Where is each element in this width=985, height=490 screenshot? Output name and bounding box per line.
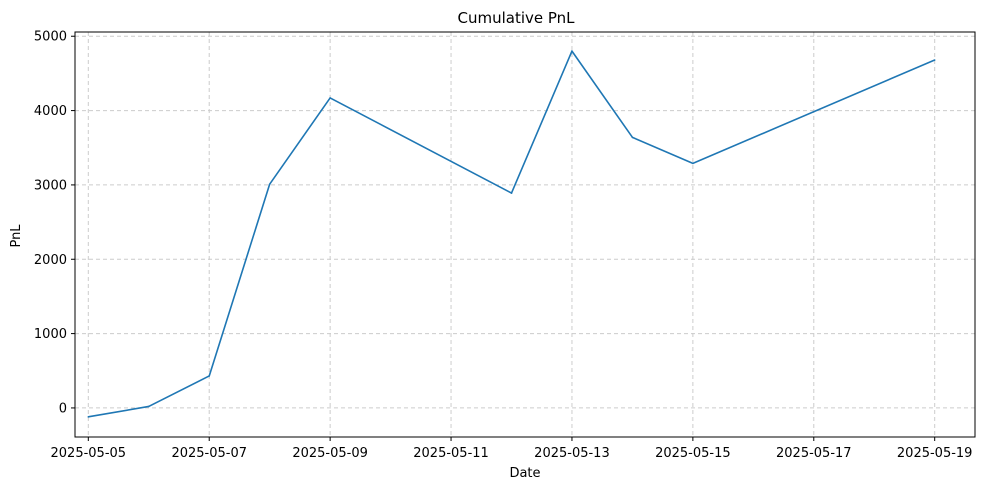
x-tick-label: 2025-05-17	[776, 446, 852, 461]
data-point	[208, 375, 211, 377]
data-point	[933, 59, 936, 61]
x-tick-label: 2025-05-09	[292, 446, 368, 461]
y-axis-label: PnL	[9, 224, 24, 248]
plot-frame	[74, 31, 976, 438]
x-tick-label: 2025-05-13	[534, 446, 610, 461]
x-tick-label: 2025-05-11	[413, 446, 489, 461]
series-group	[87, 50, 936, 418]
data-point	[87, 416, 90, 418]
x-tick-label: 2025-05-07	[171, 446, 247, 461]
x-axis-ticks: 2025-05-05 2025-05-07 2025-05-09 2025-05-11…	[51, 437, 973, 461]
x-tick-label: 2025-05-05	[51, 446, 127, 461]
y-tick-label: 1000	[34, 327, 67, 342]
x-tick-label: 2025-05-15	[655, 446, 731, 461]
data-point	[631, 136, 634, 139]
x-tick-label: 2025-05-19	[897, 446, 973, 461]
series-line-pnl	[88, 50, 936, 418]
data-point	[268, 183, 271, 185]
data-point	[571, 50, 573, 52]
y-tick-label: 5000	[34, 30, 67, 45]
y-tick-label: 2000	[34, 253, 67, 268]
data-point	[147, 405, 150, 408]
data-point	[510, 192, 513, 194]
y-tick-label: 0	[59, 401, 67, 416]
y-axis-ticks: 0 1000 2000 3000 4000 5000	[34, 30, 75, 416]
chart-title: Cumulative PnL	[457, 9, 575, 27]
y-tick-label: 4000	[34, 104, 67, 119]
grid-lines	[75, 32, 975, 437]
x-axis-label: Date	[509, 466, 540, 481]
y-tick-label: 3000	[34, 178, 67, 193]
data-point	[329, 97, 331, 99]
data-point	[692, 162, 694, 165]
